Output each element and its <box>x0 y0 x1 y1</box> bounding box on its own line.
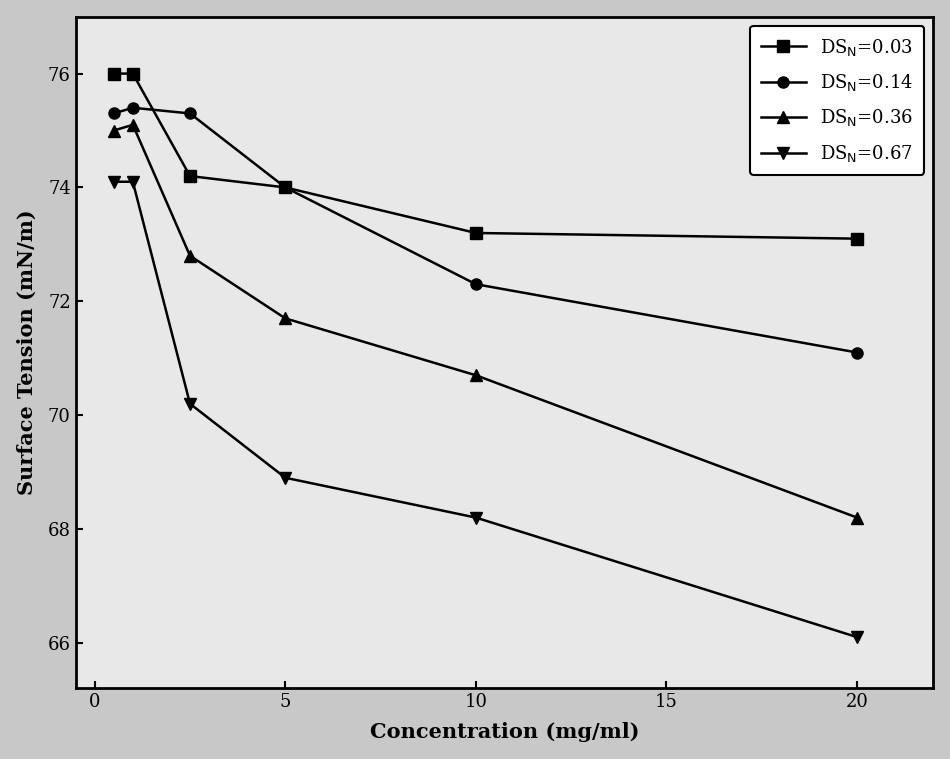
DS$_\mathrm{N}$=0.14 <box>279 183 291 192</box>
DS$_\mathrm{N}$=0.36 <box>470 370 482 380</box>
Line: DS$_\mathrm{N}$=0.36: DS$_\mathrm{N}$=0.36 <box>108 119 863 523</box>
DS$_\mathrm{N}$=0.67 <box>108 177 120 186</box>
DS$_\mathrm{N}$=0.14 <box>127 103 139 112</box>
Line: DS$_\mathrm{N}$=0.14: DS$_\mathrm{N}$=0.14 <box>108 102 863 358</box>
DS$_\mathrm{N}$=0.67 <box>184 399 196 408</box>
DS$_\mathrm{N}$=0.03 <box>279 183 291 192</box>
DS$_\mathrm{N}$=0.14 <box>851 348 863 357</box>
DS$_\mathrm{N}$=0.03 <box>851 234 863 243</box>
Y-axis label: Surface Tension (mN/m): Surface Tension (mN/m) <box>17 209 37 496</box>
DS$_\mathrm{N}$=0.36 <box>108 126 120 135</box>
Line: DS$_\mathrm{N}$=0.67: DS$_\mathrm{N}$=0.67 <box>108 176 863 643</box>
Line: DS$_\mathrm{N}$=0.03: DS$_\mathrm{N}$=0.03 <box>108 68 863 244</box>
DS$_\mathrm{N}$=0.14 <box>470 279 482 288</box>
DS$_\mathrm{N}$=0.03 <box>108 69 120 78</box>
DS$_\mathrm{N}$=0.36 <box>279 313 291 323</box>
DS$_\mathrm{N}$=0.36 <box>184 251 196 260</box>
DS$_\mathrm{N}$=0.67 <box>127 177 139 186</box>
DS$_\mathrm{N}$=0.36 <box>127 120 139 129</box>
DS$_\mathrm{N}$=0.14 <box>108 109 120 118</box>
DS$_\mathrm{N}$=0.67 <box>470 513 482 522</box>
DS$_\mathrm{N}$=0.14 <box>184 109 196 118</box>
DS$_\mathrm{N}$=0.67 <box>851 632 863 641</box>
DS$_\mathrm{N}$=0.03 <box>184 172 196 181</box>
X-axis label: Concentration (mg/ml): Concentration (mg/ml) <box>370 723 639 742</box>
DS$_\mathrm{N}$=0.36 <box>851 513 863 522</box>
DS$_\mathrm{N}$=0.03 <box>127 69 139 78</box>
DS$_\mathrm{N}$=0.67 <box>279 473 291 482</box>
DS$_\mathrm{N}$=0.03 <box>470 228 482 238</box>
Legend: DS$_\mathrm{N}$=0.03, DS$_\mathrm{N}$=0.14, DS$_\mathrm{N}$=0.36, DS$_\mathrm{N}: DS$_\mathrm{N}$=0.03, DS$_\mathrm{N}$=0.… <box>750 26 924 175</box>
